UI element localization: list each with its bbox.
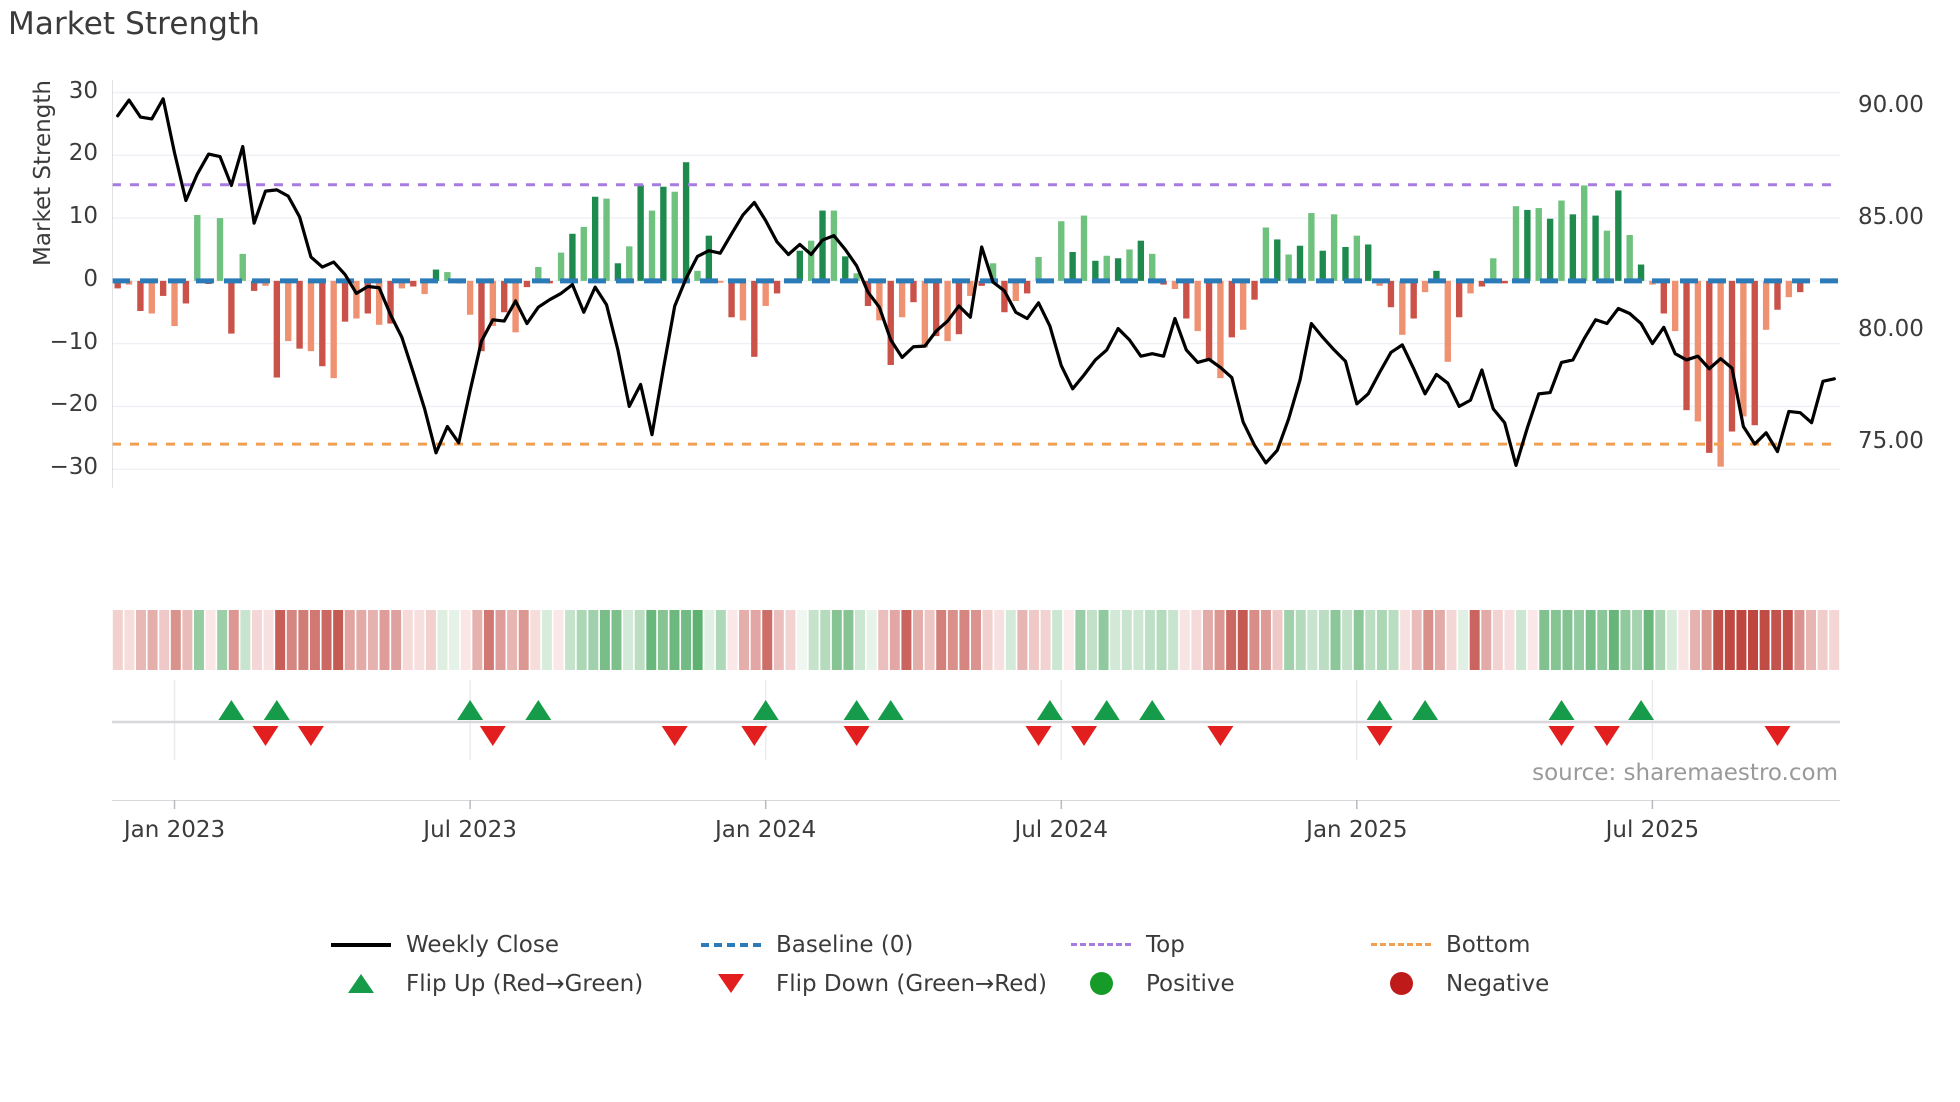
- x-axis-tick-label: Jan 2023: [123, 817, 226, 843]
- flip-up-marker: [1093, 700, 1120, 720]
- legend-item[interactable]: Negative: [1370, 971, 1650, 997]
- y-left-tick: 0: [83, 265, 98, 292]
- flip-up-marker: [843, 700, 870, 720]
- x-axis-tick-label: Jan 2025: [1306, 817, 1408, 843]
- flip-down-marker: [297, 726, 324, 746]
- flip-up-marker: [877, 700, 904, 720]
- x-axis-ticks: [173, 800, 1654, 809]
- strength-bars: [114, 162, 1804, 467]
- x-axis-tick-label: Jan 2024: [715, 817, 817, 843]
- flip-up-marker: [752, 700, 779, 720]
- y-right-tick: 90.00: [1858, 91, 1924, 118]
- strength-heat-strip: [112, 610, 1840, 670]
- legend-item-label: Positive: [1146, 970, 1235, 997]
- y-left-tick: 20: [68, 140, 98, 167]
- legend-item-label: Flip Up (Red→Green): [406, 970, 644, 997]
- flip-down-marker: [843, 726, 870, 746]
- legend-item[interactable]: Positive: [1070, 971, 1370, 997]
- flip-up-marker: [1036, 700, 1063, 720]
- dot-red-icon: [1370, 972, 1432, 995]
- legend-item-label: Flip Down (Green→Red): [776, 970, 1047, 997]
- legend-item[interactable]: Bottom: [1370, 932, 1650, 958]
- x-axis-tick-label: Jul 2023: [423, 817, 517, 843]
- flip-down-marker: [1071, 726, 1097, 746]
- triangle-up-green-icon: [330, 973, 392, 995]
- legend-item[interactable]: Top: [1070, 932, 1370, 958]
- flip-down-marker: [479, 726, 506, 746]
- main-plot: [112, 80, 1840, 488]
- flip-up-marker: [1548, 700, 1575, 720]
- flip-up-marker: [1628, 700, 1655, 720]
- y-left-tick: 10: [68, 203, 98, 230]
- solid-line-black-icon: [330, 934, 392, 956]
- flip-down-marker: [1764, 726, 1791, 746]
- triangle-down-red-icon: [700, 973, 762, 995]
- x-axis-band: [112, 800, 1840, 870]
- flip-down-marker: [1548, 726, 1575, 746]
- dashed-line-purple-icon: [1070, 934, 1132, 956]
- chart-legend: Weekly Close Baseline (0) Top Bottom Flip Up…: [330, 925, 1650, 1003]
- x-axis-tick-label: Jul 2025: [1605, 817, 1700, 843]
- legend-item[interactable]: Weekly Close: [330, 932, 700, 958]
- y-right-tick: 80.00: [1858, 316, 1924, 343]
- legend-item-label: Weekly Close: [406, 931, 559, 958]
- flip-down-marker: [741, 726, 768, 746]
- y-left-tick: −20: [49, 391, 98, 418]
- flip-up-marker: [1139, 700, 1166, 720]
- flip-up-marker: [525, 700, 552, 720]
- flip-down-marker: [1366, 726, 1393, 746]
- source-note: source: sharemaestro.com: [1532, 760, 1838, 786]
- reference-lines: [112, 183, 1840, 446]
- flip-down-marker: [1025, 726, 1052, 746]
- legend-item-label: Negative: [1446, 970, 1550, 997]
- weekly-close-line: [116, 97, 1836, 467]
- y-left-tick: −10: [49, 328, 98, 355]
- flip-up-marker: [1412, 700, 1439, 720]
- legend-item[interactable]: Flip Down (Green→Red): [700, 971, 1070, 997]
- page-title: Market Strength: [8, 6, 261, 42]
- flip-marker-band: [112, 680, 1840, 760]
- flip-down-marker: [252, 726, 279, 746]
- legend-item-label: Bottom: [1446, 931, 1531, 958]
- x-axis-tick-label: Jul 2024: [1014, 817, 1109, 843]
- flip-down-marker: [1593, 726, 1620, 746]
- bottom-axis-rule: [112, 800, 1840, 801]
- y-right-tick: 75.00: [1858, 428, 1924, 455]
- flip-marker-svg: [112, 680, 1840, 760]
- y-right-tick: 85.00: [1858, 203, 1924, 230]
- flip-down-marker: [661, 726, 688, 746]
- flip-up-marker: [1366, 700, 1393, 720]
- y-axis-left-label: Market Strength: [29, 80, 56, 266]
- heat-strip-svg: [112, 610, 1840, 670]
- legend-item[interactable]: Flip Up (Red→Green): [330, 971, 700, 997]
- y-left-tick: −30: [49, 454, 98, 481]
- market-strength-plot: [112, 80, 1840, 488]
- legend-item[interactable]: Baseline (0): [700, 932, 1070, 958]
- legend-item-label: Top: [1146, 931, 1185, 958]
- dot-green-icon: [1070, 972, 1132, 995]
- legend-item-label: Baseline (0): [776, 931, 914, 958]
- dashed-line-orange-icon: [1370, 934, 1432, 956]
- dashed-line-blue-icon: [700, 934, 762, 956]
- y-left-tick: 30: [68, 77, 98, 104]
- flip-up-marker: [218, 700, 245, 720]
- flip-up-marker: [263, 700, 290, 720]
- flip-down-marker: [1207, 726, 1234, 746]
- flip-up-marker: [457, 700, 484, 720]
